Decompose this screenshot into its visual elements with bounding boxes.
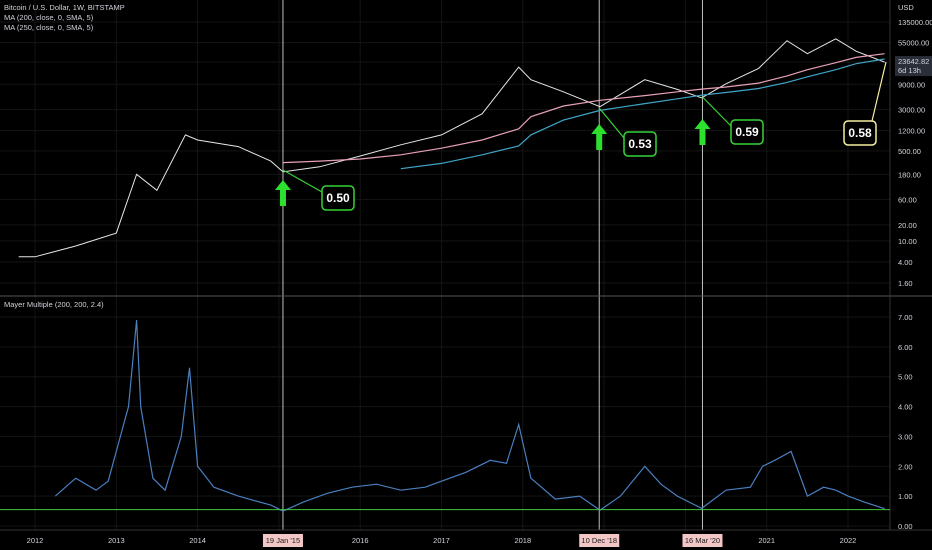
event-date-bg bbox=[262, 534, 303, 547]
callout-label: 0.50 bbox=[326, 191, 350, 205]
price-tick-label: 55000.00 bbox=[898, 39, 929, 48]
mayer-tick-label: 3.00 bbox=[898, 432, 913, 441]
price-tick-label: 135000.00 bbox=[898, 18, 932, 27]
year-tick-label: 2021 bbox=[758, 536, 775, 545]
event-date-bg bbox=[579, 534, 620, 547]
callout-pointer bbox=[702, 96, 732, 127]
price-tick-label: 1200.00 bbox=[898, 127, 925, 136]
chart-symbol-title[interactable]: Bitcoin / U.S. Dollar, 1W, BITSTAMP bbox=[4, 3, 125, 12]
year-tick-label: 2013 bbox=[108, 536, 125, 545]
x-axis-ticks: 201220132014201620172018202120222(19 Jan… bbox=[27, 534, 857, 547]
callout-label: 0.59 bbox=[735, 125, 759, 139]
mayer-tick-label: 5.00 bbox=[898, 373, 913, 382]
last-price-value: 23642.82 bbox=[898, 57, 929, 66]
up-arrow-shape bbox=[694, 119, 711, 145]
event-vertical-lines bbox=[282, 0, 703, 530]
up-arrow-shape bbox=[591, 124, 608, 150]
callout-0-59: 0.59 bbox=[702, 96, 764, 145]
callout-box bbox=[843, 120, 877, 146]
event-date-bg bbox=[682, 534, 723, 547]
mayer-tick-label: 1.00 bbox=[898, 492, 913, 501]
year-tick-label: 2016 bbox=[352, 536, 369, 545]
callout-box bbox=[321, 185, 355, 211]
mayer-tick-label: 0.00 bbox=[898, 522, 913, 531]
price-tick-label: 20.00 bbox=[898, 221, 917, 230]
callout-label: 0.53 bbox=[628, 137, 652, 151]
callout-box bbox=[623, 131, 657, 157]
price-line bbox=[18, 38, 885, 258]
mayer-multiple-line bbox=[54, 319, 885, 512]
callout-0-58: 0.58 bbox=[843, 61, 887, 146]
mayer-tick-label: 6.00 bbox=[898, 343, 913, 352]
callout-box bbox=[730, 119, 764, 145]
mayer-tick-label: 2.00 bbox=[898, 462, 913, 471]
price-tick-label: 60.00 bbox=[898, 196, 917, 205]
callout-pointer bbox=[282, 169, 323, 193]
ma250-legend[interactable]: MA (250, close, 0, SMA, 5) bbox=[4, 23, 94, 32]
event-date-label: 19 Jan '15 bbox=[266, 536, 300, 545]
year-tick-label: 2022 bbox=[840, 536, 857, 545]
last-price-box bbox=[895, 56, 932, 77]
up-arrow-icon bbox=[694, 119, 711, 145]
year-tick-label: 2018 bbox=[514, 536, 531, 545]
callout-0-53: 0.53 bbox=[598, 107, 657, 157]
callout-label: 0.58 bbox=[848, 126, 872, 140]
mayer-tick-label: 7.00 bbox=[898, 313, 913, 322]
event-date-tag: 19 Jan '15 bbox=[262, 534, 303, 547]
callout-0-50: 0.50 bbox=[282, 169, 355, 211]
price-panel bbox=[18, 38, 885, 258]
annotations: 0.50 0.53 0.59 0.58 bbox=[274, 61, 887, 211]
grid-lines bbox=[0, 0, 890, 530]
price-tick-label: 500.00 bbox=[898, 147, 921, 156]
price-tick-label: 180.00 bbox=[898, 170, 921, 179]
price-tick-label: 9000.00 bbox=[898, 80, 925, 89]
event-date-tag: 16 Mar '20 bbox=[682, 534, 723, 547]
ma250-line bbox=[400, 58, 885, 170]
mayer-panel bbox=[0, 319, 890, 512]
up-arrow-icon bbox=[274, 180, 291, 206]
price-tick-label: 4.00 bbox=[898, 258, 913, 267]
ma200-legend[interactable]: MA (200, close, 0, SMA, 5) bbox=[4, 13, 94, 22]
ma200-line bbox=[282, 53, 885, 164]
callout-pointer bbox=[598, 107, 625, 139]
bar-countdown: 6d 13h bbox=[898, 66, 921, 75]
year-tick-label: 2012 bbox=[27, 536, 44, 545]
indicator-legend[interactable]: Mayer Multiple (200, 200, 2.4) bbox=[4, 300, 104, 309]
up-arrow-shape bbox=[274, 180, 291, 206]
event-date-tag: 10 Dec '18 bbox=[579, 534, 620, 547]
price-tick-label: 1.60 bbox=[898, 279, 913, 288]
event-date-label: 16 Mar '20 bbox=[685, 536, 720, 545]
event-date-label: 10 Dec '18 bbox=[581, 536, 617, 545]
year-tick-label: 2017 bbox=[433, 536, 450, 545]
callout-pointer bbox=[871, 61, 887, 122]
mayer-tick-label: 4.00 bbox=[898, 403, 913, 412]
price-tick-label: 3000.00 bbox=[898, 106, 925, 115]
price-tick-label: 10.00 bbox=[898, 237, 917, 246]
up-arrow-icon bbox=[591, 124, 608, 150]
currency-label: USD bbox=[898, 3, 914, 12]
year-tick-label: 2014 bbox=[189, 536, 206, 545]
